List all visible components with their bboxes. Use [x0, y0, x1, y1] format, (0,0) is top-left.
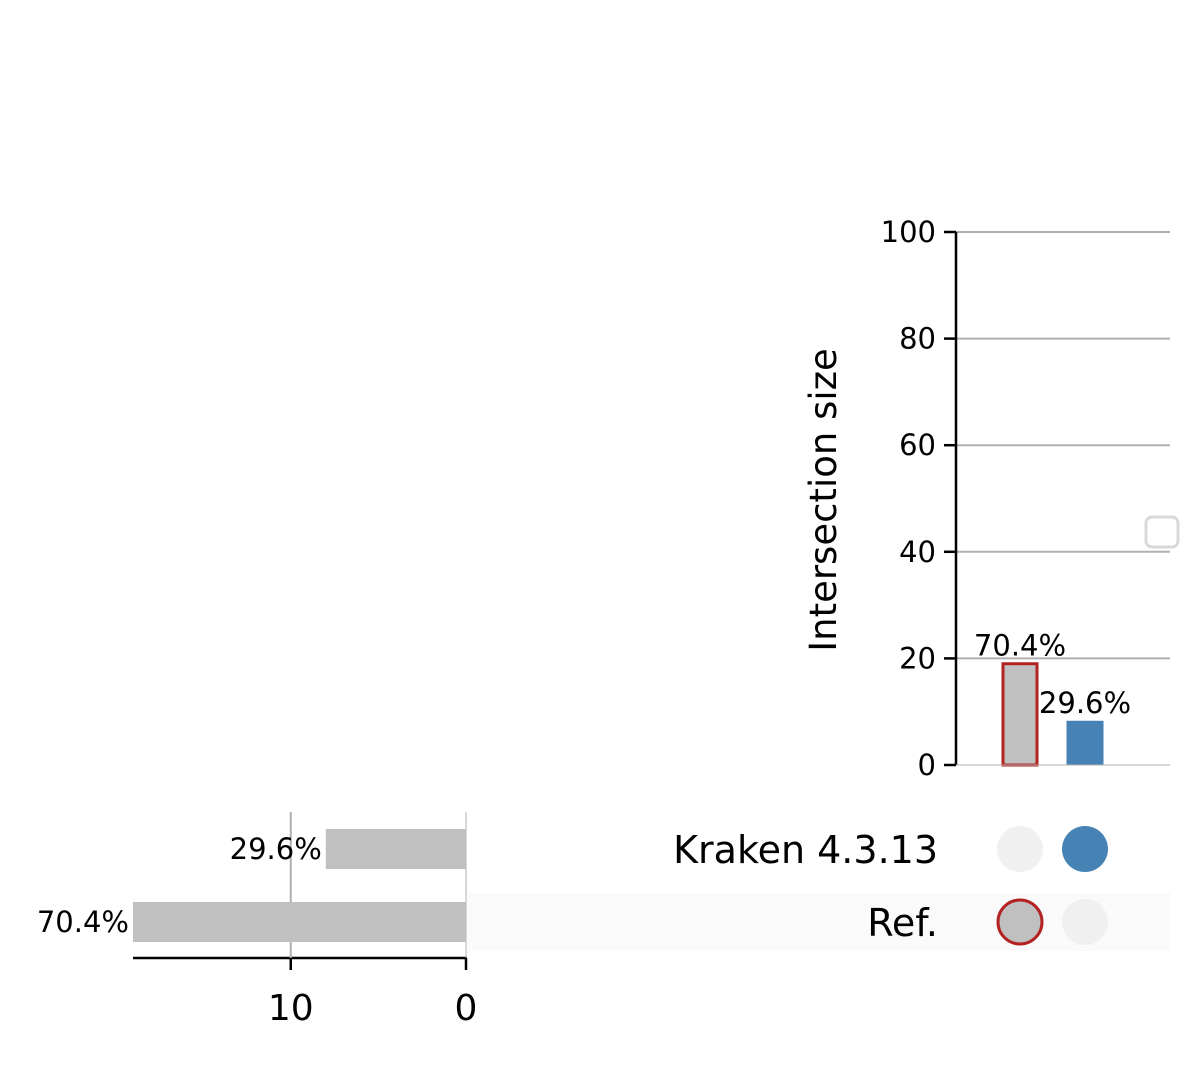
matrix-dot-inactive: [1062, 899, 1108, 945]
y-axis-title: Intersection size: [802, 348, 845, 652]
matrix-dot-active: [1062, 826, 1108, 872]
intersection-bars: 70.4% 29.6%: [974, 629, 1131, 767]
set-size-tick-label: 10: [268, 988, 314, 1029]
matrix-row-shade: [467, 893, 1170, 951]
set-size-tick-label: 0: [455, 988, 478, 1029]
y-tick-label: 80: [899, 322, 936, 356]
intersection-bar: [1001, 662, 1039, 767]
y-tick-label: 0: [918, 748, 936, 782]
y-tick-label: 20: [899, 641, 936, 675]
set-name-label: Kraken 4.3.13: [673, 828, 938, 872]
y-tick-label: 60: [899, 428, 936, 462]
set-size-bar: [325, 829, 466, 869]
set-size-label: 70.4%: [37, 905, 129, 939]
set-size-panel: 29.6% 70.4% 10 0: [37, 812, 478, 1029]
gridlines: [956, 231, 1170, 660]
set-size-label: 29.6%: [230, 832, 322, 866]
y-tick-label: 40: [899, 535, 936, 569]
legend-box: [1144, 515, 1180, 549]
intersection-bar-label: 70.4%: [974, 629, 1066, 663]
y-tick-label: 100: [881, 215, 936, 249]
matrix-dot-active: [996, 898, 1044, 946]
y-axis: Intersection size 0 20 40 60 80 100: [802, 215, 1170, 782]
matrix-dot-inactive: [997, 826, 1043, 872]
set-name-label: Ref.: [867, 901, 938, 945]
set-size-bar: [133, 902, 466, 942]
intersection-bar-label: 29.6%: [1039, 686, 1131, 720]
intersection-bar: [1066, 720, 1104, 765]
membership-matrix: Kraken 4.3.13 Ref.: [467, 826, 1170, 951]
